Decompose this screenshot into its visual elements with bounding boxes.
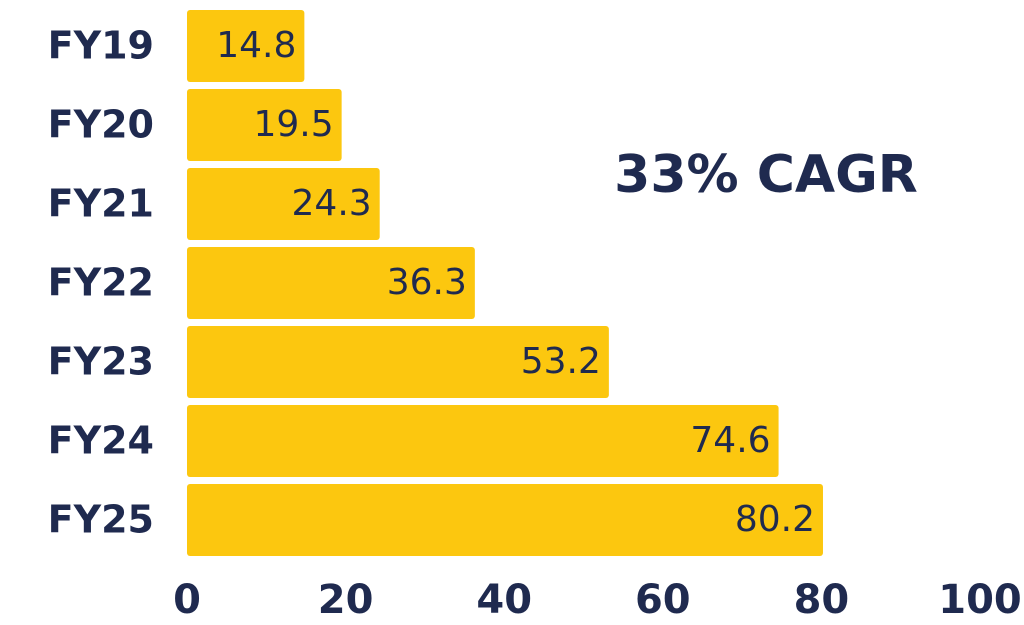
y-tick-label: FY20	[48, 103, 154, 147]
bar	[187, 89, 342, 161]
x-tick-label: 40	[476, 577, 532, 623]
y-tick-label: FY23	[48, 340, 154, 384]
y-tick-label: FY19	[48, 24, 154, 68]
value-label: 74.6	[690, 420, 770, 461]
x-tick-label: 20	[318, 577, 374, 623]
x-tick-label: 0	[173, 577, 201, 623]
value-label: 53.2	[521, 341, 601, 382]
y-tick-label: FY25	[48, 498, 154, 542]
bar	[187, 168, 380, 240]
bar	[187, 247, 475, 319]
x-tick-label: 100	[938, 577, 1022, 623]
bar	[187, 326, 609, 398]
bar	[187, 405, 779, 477]
value-label: 24.3	[292, 183, 372, 224]
annotation: 33% CAGR	[614, 145, 918, 205]
value-label: 14.8	[216, 25, 296, 66]
x-tick-label: 80	[794, 577, 850, 623]
y-tick-label: FY21	[48, 182, 154, 226]
bar	[187, 10, 305, 82]
value-label: 36.3	[387, 262, 467, 303]
value-label: 80.2	[735, 499, 815, 540]
value-label: 19.5	[253, 104, 333, 145]
y-tick-label: FY22	[48, 261, 154, 305]
y-tick-label: FY24	[48, 419, 154, 463]
x-tick-label: 60	[635, 577, 691, 623]
bar	[187, 484, 823, 556]
